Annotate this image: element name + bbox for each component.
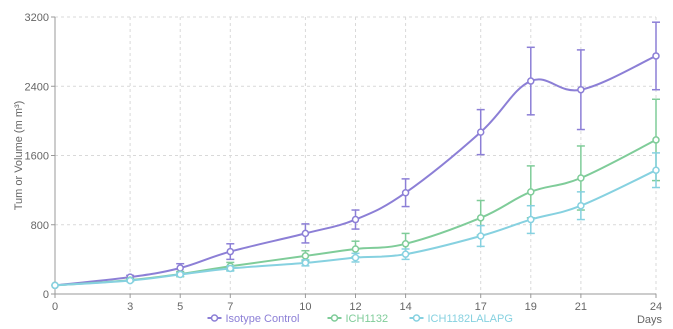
data-point[interactable]	[577, 85, 585, 94]
legend-label: ICH1132	[346, 313, 389, 325]
data-point[interactable]	[226, 247, 235, 256]
data-point[interactable]	[301, 229, 310, 238]
legend-marker	[210, 314, 219, 322]
x-tick-label: 10	[299, 301, 311, 313]
data-point[interactable]	[527, 77, 535, 85]
x-tick-label: 12	[349, 301, 361, 313]
data-point[interactable]	[401, 188, 410, 197]
data-point[interactable]	[652, 166, 660, 174]
legend-item[interactable]: ICH1182LALAPG	[409, 313, 513, 325]
data-point[interactable]	[476, 232, 485, 240]
data-point[interactable]	[351, 245, 360, 253]
series-ich1182lalapg	[51, 152, 660, 290]
legend-label: ICH1182LALAPG	[428, 313, 513, 325]
y-tick-label: 3200	[25, 12, 49, 24]
data-point[interactable]	[652, 136, 660, 144]
data-point[interactable]	[652, 52, 660, 60]
legend-item[interactable]: Isotype Control	[207, 313, 300, 325]
x-tick-label: 3	[127, 301, 133, 313]
data-point[interactable]	[51, 281, 59, 290]
x-tick-label: 17	[475, 301, 487, 313]
legend: Isotype Control ICH1132 ICH1182LALAPG	[207, 313, 513, 325]
data-point[interactable]	[577, 201, 585, 210]
x-tick-label: 0	[52, 301, 58, 313]
y-axis-title: Tum or Volume (m m³)	[13, 101, 25, 211]
data-point[interactable]	[351, 215, 360, 224]
data-point[interactable]	[176, 270, 184, 279]
data-point[interactable]	[476, 128, 485, 136]
legend-label: Isotype Control	[226, 313, 300, 325]
x-tick-label: 7	[227, 301, 233, 313]
y-tick-label: 2400	[25, 81, 49, 93]
data-point[interactable]	[301, 252, 310, 260]
x-tick-label: 21	[575, 301, 587, 313]
data-point[interactable]	[351, 253, 360, 262]
y-tick-label: 800	[31, 220, 49, 232]
x-tick-label: 19	[525, 301, 537, 313]
x-tick-labels: 0 3 5 7 10 12 14 17 19 21 24	[52, 294, 662, 313]
data-point[interactable]	[301, 259, 310, 267]
data-point[interactable]	[476, 214, 485, 222]
data-point[interactable]	[577, 174, 585, 182]
x-tick-label: 24	[650, 301, 662, 313]
legend-marker	[412, 314, 421, 322]
data-point[interactable]	[126, 276, 134, 285]
data-point[interactable]	[527, 215, 535, 224]
y-tick-label: 0	[43, 289, 49, 301]
data-point[interactable]	[401, 240, 410, 248]
legend-marker	[330, 314, 339, 322]
x-tick-label: 14	[399, 301, 411, 313]
x-tick-label: 5	[177, 301, 183, 313]
x-axis-title: Days	[637, 314, 663, 326]
series-line	[54, 55, 657, 287]
y-tick-label: 1600	[25, 151, 49, 163]
data-point[interactable]	[176, 264, 184, 272]
series-layer	[51, 21, 660, 290]
data-point[interactable]	[527, 188, 535, 196]
data-point[interactable]	[226, 264, 235, 273]
legend-item[interactable]: ICH1132	[327, 313, 389, 325]
data-point[interactable]	[401, 250, 410, 258]
y-tick-labels: 0 800 1600 2400 3200	[25, 12, 55, 301]
